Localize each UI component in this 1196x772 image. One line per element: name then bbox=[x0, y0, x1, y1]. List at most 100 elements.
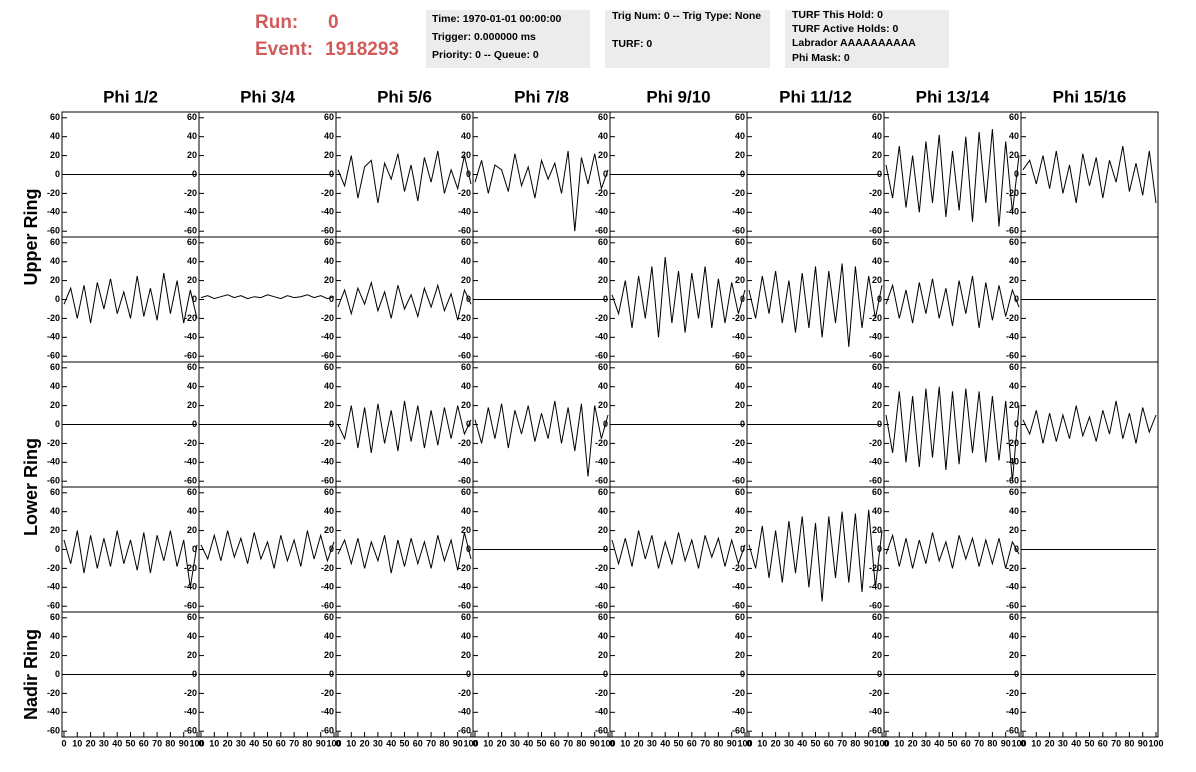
y-tick-label: -60 bbox=[732, 226, 745, 236]
x-tick-label: 50 bbox=[1084, 738, 1094, 748]
y-tick-label: 60 bbox=[187, 362, 197, 372]
x-tick-label: 40 bbox=[249, 738, 259, 748]
y-tick-label: 40 bbox=[872, 256, 882, 266]
y-tick-label: 20 bbox=[735, 650, 745, 660]
y-tick-label: -40 bbox=[869, 582, 882, 592]
waveform bbox=[337, 150, 472, 203]
y-tick-label: 20 bbox=[598, 525, 608, 535]
column-label: Phi 15/16 bbox=[1053, 87, 1127, 106]
y-tick-label: -20 bbox=[732, 313, 745, 323]
panel-frame bbox=[198, 486, 337, 613]
y-tick-label: -40 bbox=[184, 707, 197, 717]
y-tick-label: 0 bbox=[466, 294, 471, 304]
y-tick-label: 20 bbox=[187, 525, 197, 535]
y-tick-label: 0 bbox=[1014, 169, 1019, 179]
y-tick-label: 0 bbox=[55, 169, 60, 179]
y-tick-label: 0 bbox=[877, 419, 882, 429]
y-tick-label: 0 bbox=[877, 544, 882, 554]
panel-frame bbox=[746, 486, 885, 613]
y-tick-label: -20 bbox=[458, 188, 471, 198]
y-tick-label: -60 bbox=[47, 726, 60, 736]
waveform bbox=[474, 150, 609, 232]
y-tick-label: 20 bbox=[461, 275, 471, 285]
panel-frame bbox=[609, 486, 748, 613]
y-tick-label: 0 bbox=[603, 169, 608, 179]
x-tick-label: 0 bbox=[609, 738, 614, 748]
info-line: TURF This Hold: 0 bbox=[792, 9, 883, 21]
ring-label: Upper Ring bbox=[21, 189, 41, 286]
x-tick-label: 20 bbox=[497, 738, 507, 748]
info-line: Priority: 0 -- Queue: 0 bbox=[432, 49, 539, 61]
ring-label: Lower Ring bbox=[21, 438, 41, 536]
x-tick-label: 40 bbox=[112, 738, 122, 748]
x-tick-label: 70 bbox=[289, 738, 299, 748]
y-tick-label: 60 bbox=[598, 237, 608, 247]
y-tick-label: -40 bbox=[458, 582, 471, 592]
y-tick-label: -20 bbox=[184, 313, 197, 323]
y-tick-label: -40 bbox=[732, 457, 745, 467]
x-tick-label: 30 bbox=[510, 738, 520, 748]
y-tick-label: 0 bbox=[740, 544, 745, 554]
y-tick-label: 40 bbox=[1009, 131, 1019, 141]
y-tick-label: 40 bbox=[735, 381, 745, 391]
panel-frame bbox=[61, 236, 200, 363]
y-tick-label: -20 bbox=[458, 563, 471, 573]
panel-frame bbox=[61, 486, 200, 613]
y-tick-label: -40 bbox=[47, 457, 60, 467]
x-tick-label: 60 bbox=[824, 738, 834, 748]
y-tick-label: -60 bbox=[732, 726, 745, 736]
y-tick-label: 60 bbox=[735, 112, 745, 122]
info-line: Trigger: 0.000000 ms bbox=[432, 31, 536, 43]
y-tick-label: -60 bbox=[184, 726, 197, 736]
y-tick-label: 0 bbox=[740, 419, 745, 429]
waveform bbox=[474, 400, 609, 477]
y-tick-label: -40 bbox=[869, 207, 882, 217]
y-tick-label: -40 bbox=[321, 582, 334, 592]
y-tick-label: -40 bbox=[47, 332, 60, 342]
run-value: 0 bbox=[328, 12, 339, 33]
y-tick-label: -40 bbox=[595, 457, 608, 467]
y-tick-label: 0 bbox=[1014, 419, 1019, 429]
x-tick-label: 30 bbox=[921, 738, 931, 748]
y-tick-label: 40 bbox=[872, 506, 882, 516]
y-tick-label: -40 bbox=[184, 582, 197, 592]
waveform bbox=[885, 275, 1020, 328]
panel-frame bbox=[472, 111, 611, 238]
y-tick-label: -60 bbox=[869, 476, 882, 486]
y-tick-label: 0 bbox=[466, 419, 471, 429]
y-tick-label: 20 bbox=[872, 400, 882, 410]
y-tick-label: 40 bbox=[187, 381, 197, 391]
y-tick-label: 40 bbox=[324, 381, 334, 391]
y-tick-label: -20 bbox=[1006, 188, 1019, 198]
y-tick-label: 0 bbox=[740, 294, 745, 304]
info-line: Phi Mask: 0 bbox=[792, 52, 850, 64]
y-tick-label: 20 bbox=[187, 650, 197, 660]
y-tick-label: -40 bbox=[732, 707, 745, 717]
y-tick-label: 0 bbox=[603, 294, 608, 304]
y-tick-label: -60 bbox=[1006, 226, 1019, 236]
y-tick-label: -60 bbox=[595, 351, 608, 361]
y-tick-label: -40 bbox=[184, 457, 197, 467]
column-label: Phi 9/10 bbox=[646, 87, 710, 106]
y-tick-label: 20 bbox=[50, 650, 60, 660]
x-tick-label: 100 bbox=[1011, 738, 1026, 748]
x-tick-label: 20 bbox=[360, 738, 370, 748]
y-tick-label: -40 bbox=[1006, 707, 1019, 717]
y-tick-label: -20 bbox=[458, 688, 471, 698]
y-tick-label: 40 bbox=[187, 506, 197, 516]
y-tick-label: -60 bbox=[47, 351, 60, 361]
y-tick-label: -20 bbox=[184, 688, 197, 698]
y-tick-label: 60 bbox=[324, 612, 334, 622]
y-tick-label: 40 bbox=[1009, 256, 1019, 266]
y-tick-label: -40 bbox=[595, 582, 608, 592]
y-tick-label: 60 bbox=[872, 487, 882, 497]
y-tick-label: 60 bbox=[598, 362, 608, 372]
y-tick-label: 60 bbox=[324, 237, 334, 247]
waveform bbox=[611, 256, 746, 338]
y-tick-label: -60 bbox=[595, 726, 608, 736]
y-tick-label: 20 bbox=[324, 275, 334, 285]
x-tick-label: 20 bbox=[223, 738, 233, 748]
y-tick-label: -60 bbox=[595, 601, 608, 611]
panel-frame bbox=[1020, 111, 1159, 238]
